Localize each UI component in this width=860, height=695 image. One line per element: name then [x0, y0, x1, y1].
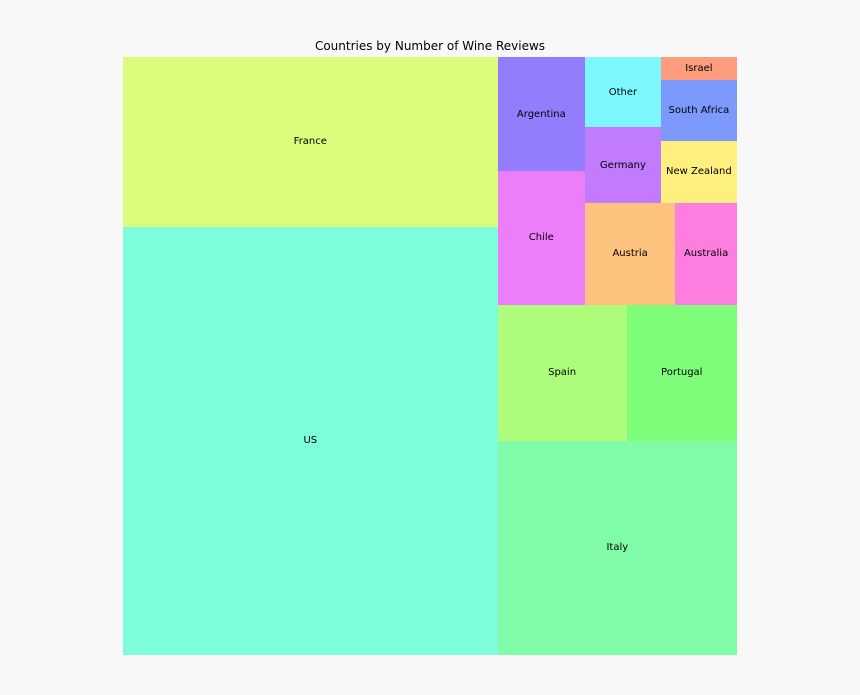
treemap-label-germany: Germany — [599, 159, 646, 171]
chart-title: Countries by Number of Wine Reviews — [314, 39, 546, 53]
treemap-cell-argentina: Argentina — [497, 57, 586, 172]
treemap-cell-us: US — [123, 226, 498, 655]
treemap-label-israel: Israel — [685, 62, 713, 74]
treemap-label-france: France — [293, 136, 327, 148]
treemap-cell-italy: Italy — [497, 440, 737, 655]
treemap-cell-israel: Israel — [660, 57, 737, 80]
treemap-label-us: US — [303, 435, 318, 447]
treemap-label-argentina: Argentina — [516, 108, 566, 120]
treemap-cell-germany: Germany — [585, 127, 661, 203]
treemap-label-new-zealand: New Zealand — [666, 166, 732, 178]
treemap-label-chile: Chile — [528, 232, 554, 244]
treemap-cell-south-africa: South Africa — [660, 79, 737, 141]
treemap-label-italy: Italy — [606, 542, 629, 554]
treemap-label-south-africa: South Africa — [668, 104, 730, 116]
treemap-label-spain: Spain — [548, 367, 577, 379]
treemap-cell-australia: Australia — [675, 202, 737, 305]
treemap-cell-other: Other — [585, 57, 661, 128]
treemap-label-australia: Australia — [683, 248, 729, 260]
treemap-cell-austria: Austria — [585, 202, 676, 305]
treemap-label-other: Other — [608, 86, 638, 98]
treemap-cell-chile: Chile — [497, 171, 586, 305]
treemap-cell-france: France — [123, 57, 498, 227]
treemap-plot-area: US France Italy Spain Portugal Chile Argentina… — [123, 57, 737, 655]
treemap-cell-spain: Spain — [497, 304, 627, 441]
treemap-label-austria: Austria — [612, 248, 648, 260]
treemap-cell-portugal: Portugal — [626, 304, 737, 441]
treemap-label-portugal: Portugal — [661, 367, 703, 379]
treemap-cell-new-zealand: New Zealand — [660, 140, 737, 203]
